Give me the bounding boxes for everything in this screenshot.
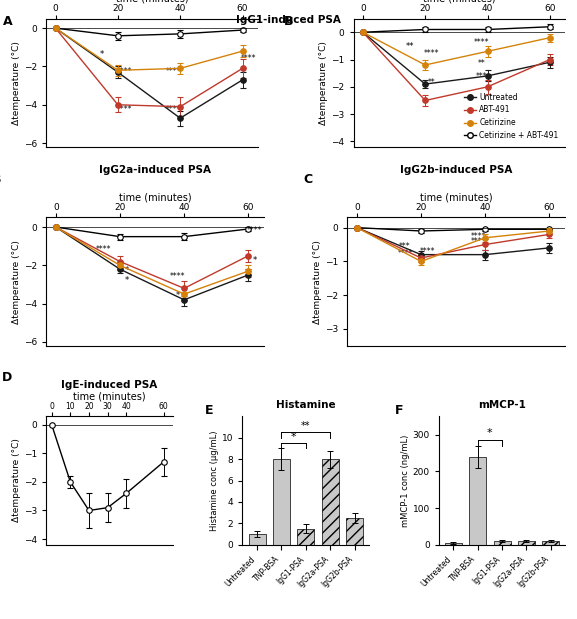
Text: *: * — [100, 50, 104, 59]
Bar — [469, 457, 486, 545]
Text: ****: **** — [424, 49, 439, 58]
Text: B: B — [284, 15, 293, 28]
Text: *: * — [124, 266, 129, 275]
Text: ****: **** — [471, 237, 486, 246]
Title: IgG2b-induced PSA: IgG2b-induced PSA — [400, 165, 512, 175]
Text: IgG1-induced PSA: IgG1-induced PSA — [236, 15, 341, 25]
Title: IgE-induced PSA: IgE-induced PSA — [61, 380, 158, 391]
Text: ***: *** — [475, 72, 487, 81]
Text: *: * — [253, 256, 257, 266]
Title: IgG2a-induced PSA: IgG2a-induced PSA — [99, 165, 211, 175]
Text: ****: **** — [474, 38, 489, 47]
Text: ****: **** — [117, 105, 132, 115]
Text: ***: *** — [399, 242, 411, 251]
Text: ****: **** — [117, 67, 132, 76]
Text: F: F — [395, 404, 403, 417]
Bar — [542, 541, 559, 545]
Text: B: B — [0, 173, 1, 186]
X-axis label: time (minutes): time (minutes) — [420, 192, 493, 202]
Bar — [321, 459, 339, 545]
Bar — [346, 518, 363, 545]
Text: ****: **** — [166, 105, 182, 115]
Text: **: ** — [428, 78, 435, 87]
Text: E: E — [204, 404, 213, 417]
Text: A: A — [3, 15, 13, 28]
X-axis label: time (minutes): time (minutes) — [423, 0, 496, 3]
Text: **: ** — [406, 42, 414, 51]
Text: ****: **** — [398, 249, 413, 258]
Text: ****: **** — [241, 54, 257, 63]
Text: *: * — [291, 432, 297, 442]
Y-axis label: mMCP-1 conc (ng/mL): mMCP-1 conc (ng/mL) — [401, 435, 410, 527]
Text: **: ** — [477, 59, 485, 67]
Y-axis label: Histamine conc (µg/mL): Histamine conc (µg/mL) — [210, 430, 219, 531]
Text: *: * — [487, 428, 493, 438]
Text: ****: **** — [247, 226, 263, 235]
Text: *: * — [175, 291, 180, 300]
Text: *: * — [124, 275, 129, 285]
Bar — [518, 541, 535, 545]
X-axis label: time (minutes): time (minutes) — [116, 0, 189, 3]
X-axis label: time (minutes): time (minutes) — [119, 192, 192, 202]
Bar — [493, 541, 511, 545]
X-axis label: time (minutes): time (minutes) — [73, 391, 146, 401]
Legend: Untreated, ABT-491, Cetirizine, Cetirizine + ABT-491: Untreated, ABT-491, Cetirizine, Cetirizi… — [461, 90, 561, 143]
Text: ****: **** — [166, 67, 182, 76]
Y-axis label: Δtemperature (°C): Δtemperature (°C) — [320, 41, 328, 124]
Text: D: D — [2, 371, 12, 384]
Text: ****: **** — [471, 232, 486, 241]
Text: C: C — [304, 173, 313, 186]
Y-axis label: Δtemperature (°C): Δtemperature (°C) — [12, 240, 21, 324]
Text: ****: **** — [96, 245, 112, 254]
Text: **: ** — [301, 422, 310, 431]
Bar — [273, 459, 290, 545]
Y-axis label: Δtemperature (°C): Δtemperature (°C) — [313, 240, 322, 324]
Text: ****: **** — [419, 248, 435, 256]
Title: Histamine: Histamine — [276, 400, 336, 410]
Y-axis label: Δtemperature (°C): Δtemperature (°C) — [12, 41, 21, 124]
Bar — [249, 534, 265, 545]
Title: mMCP-1: mMCP-1 — [478, 400, 526, 410]
Bar — [445, 543, 462, 545]
Text: ****: **** — [170, 272, 185, 280]
Y-axis label: Δtemperature (°C): Δtemperature (°C) — [12, 439, 21, 522]
Bar — [297, 529, 314, 545]
